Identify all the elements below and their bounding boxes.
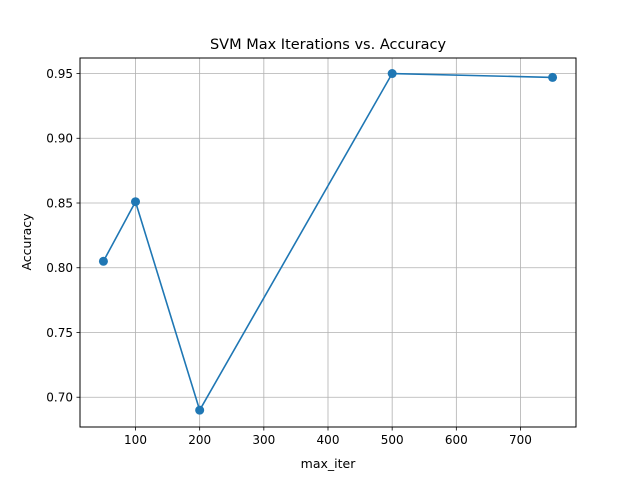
y-tick-label: 0.80	[46, 261, 73, 275]
data-point	[387, 69, 397, 79]
series	[98, 69, 558, 415]
data-point	[131, 197, 141, 207]
y-tick-label: 0.85	[46, 196, 73, 210]
x-tick-label: 100	[124, 433, 147, 447]
x-tick-label: 500	[381, 433, 404, 447]
x-tick-label: 200	[188, 433, 211, 447]
x-tick-label: 700	[509, 433, 532, 447]
x-tick-label: 300	[252, 433, 275, 447]
y-axis-ticks: 0.70 0.75 0.80 0.85 0.90 0.95	[46, 67, 80, 405]
x-axis-label: max_iter	[301, 456, 357, 471]
y-tick-label: 0.75	[46, 326, 73, 340]
data-point	[195, 405, 205, 415]
chart-title: SVM Max Iterations vs. Accuracy	[210, 37, 446, 53]
x-tick-label: 600	[445, 433, 468, 447]
x-axis-ticks: 100 200 300 400 500 600 700	[124, 427, 532, 447]
y-tick-label: 0.70	[46, 391, 73, 405]
y-axis-label: Accuracy	[19, 213, 34, 271]
x-tick-label: 400	[317, 433, 340, 447]
data-point	[548, 72, 558, 82]
grid	[80, 58, 576, 427]
y-tick-label: 0.90	[46, 132, 73, 146]
y-tick-label: 0.95	[46, 67, 73, 81]
data-point	[98, 256, 108, 266]
